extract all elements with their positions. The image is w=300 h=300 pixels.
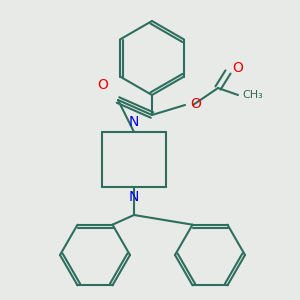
Text: O: O: [232, 61, 243, 75]
Text: O: O: [98, 78, 108, 92]
Text: N: N: [129, 115, 139, 129]
Text: CH₃: CH₃: [242, 90, 263, 100]
Text: O: O: [190, 97, 201, 111]
Text: N: N: [129, 190, 139, 204]
